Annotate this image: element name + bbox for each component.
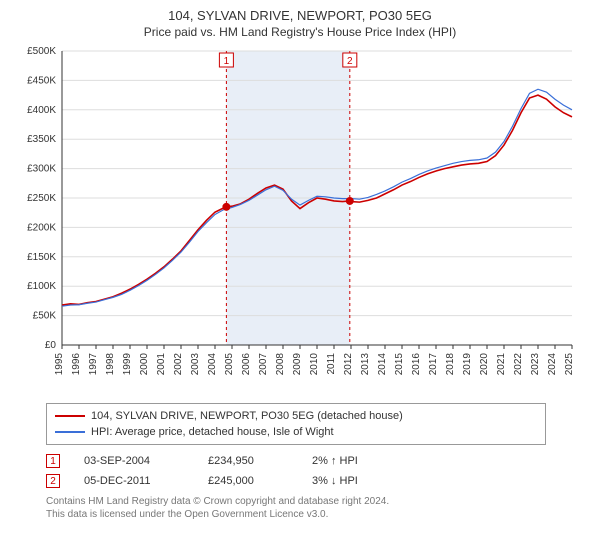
xtick-label: 2025 [564,353,575,376]
plot-svg: £0 £50K £100K £150K £200K £250K £300K £350K £400… [20,45,580,395]
ytick-label: £100K [27,281,56,292]
legend-label: HPI: Average price, detached house, Isle… [91,426,334,438]
xtick-label: 2010 [309,353,320,376]
sale-row: 2 05-DEC-2011 £245,000 3% ↓ HPI [46,471,584,491]
sales-table: 1 03-SEP-2004 £234,950 2% ↑ HPI 2 05-DEC-2011… [46,451,584,491]
legend-row: 104, SYLVAN DRIVE, NEWPORT, PO30 5EG (de… [55,408,537,424]
sale-price: £245,000 [208,475,288,487]
xtick-label: 2006 [241,353,252,376]
footer-attribution: Contains HM Land Registry data © Crown c… [46,495,584,521]
xtick-label: 2004 [207,353,218,376]
sale-diff: 3% ↓ HPI [312,475,392,487]
ytick-label: £50K [33,311,57,322]
xtick-label: 1999 [122,353,133,376]
ytick-label: £250K [27,193,56,204]
xtick-label: 2001 [156,353,167,376]
xtick-label: 2024 [547,353,558,376]
sale-number-box: 1 [46,454,60,468]
xtick-label: 2013 [360,353,371,376]
xtick-label: 2012 [343,353,354,376]
ytick-label: £0 [45,340,57,351]
legend-label: 104, SYLVAN DRIVE, NEWPORT, PO30 5EG (de… [91,410,403,422]
xtick-label: 2000 [139,353,150,376]
legend-box: 104, SYLVAN DRIVE, NEWPORT, PO30 5EG (de… [46,403,546,445]
ytick-label: £500K [27,46,56,57]
title-block: 104, SYLVAN DRIVE, NEWPORT, PO30 5EG Pri… [14,8,586,39]
xtick-label: 1996 [71,353,82,376]
legend-swatch [55,415,85,417]
plot-area: £0 £50K £100K £150K £200K £250K £300K £350K £400… [20,45,580,395]
xtick-label: 2003 [190,353,201,376]
chart-container: 104, SYLVAN DRIVE, NEWPORT, PO30 5EG Pri… [0,0,600,527]
xtick-label: 1997 [88,353,99,376]
sale-date: 03-SEP-2004 [84,455,184,467]
legend-swatch [55,431,85,433]
xtick-label: 2002 [173,353,184,376]
xtick-label: 2021 [496,353,507,376]
xtick-label: 2008 [275,353,286,376]
sale-marker-number: 2 [347,56,353,67]
ytick-label: £450K [27,75,56,86]
xtick-label: 2016 [411,353,422,376]
xtick-label: 2019 [462,353,473,376]
xtick-label: 2023 [530,353,541,376]
sale-marker-number: 1 [224,56,230,67]
xtick-label: 2022 [513,353,524,376]
sale-number-box: 2 [46,474,60,488]
ytick-label: £400K [27,105,56,116]
sale-point [222,203,230,211]
chart-title: 104, SYLVAN DRIVE, NEWPORT, PO30 5EG [14,8,586,23]
ytick-label: £300K [27,164,56,175]
sale-point [346,197,354,205]
xtick-label: 2014 [377,353,388,376]
xtick-label: 2009 [292,353,303,376]
chart-subtitle: Price paid vs. HM Land Registry's House … [14,25,586,39]
sale-row: 1 03-SEP-2004 £234,950 2% ↑ HPI [46,451,584,471]
xtick-label: 2007 [258,353,269,376]
sale-diff: 2% ↑ HPI [312,455,392,467]
footer-line-1: Contains HM Land Registry data © Crown c… [46,495,584,508]
xtick-label: 1998 [105,353,116,376]
ytick-label: £350K [27,134,56,145]
legend-row: HPI: Average price, detached house, Isle… [55,424,537,440]
sale-price: £234,950 [208,455,288,467]
ytick-label: £150K [27,252,56,263]
xtick-label: 2011 [326,353,337,375]
xtick-label: 2015 [394,353,405,376]
xtick-label: 1995 [54,353,65,376]
xtick-label: 2020 [479,353,490,376]
footer-line-2: This data is licensed under the Open Gov… [46,508,584,521]
xtick-label: 2017 [428,353,439,376]
xtick-label: 2005 [224,353,235,376]
sale-date: 05-DEC-2011 [84,475,184,487]
ytick-label: £200K [27,222,56,233]
xtick-label: 2018 [445,353,456,376]
